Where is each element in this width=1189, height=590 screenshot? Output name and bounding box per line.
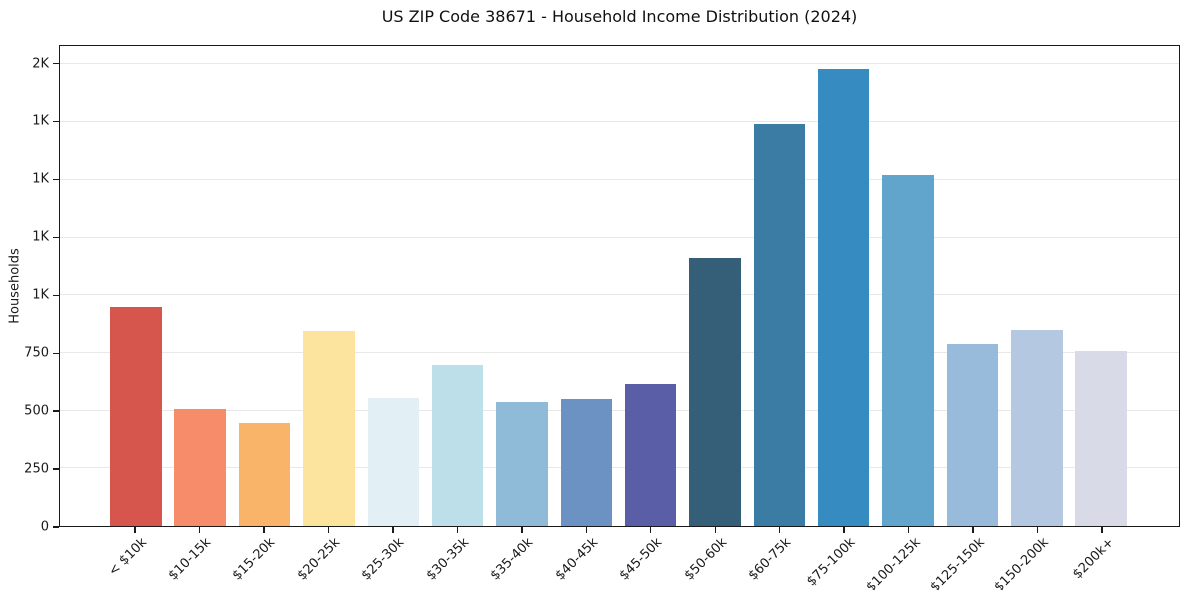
y-tick-mark (53, 468, 59, 470)
x-tick-mark (1036, 527, 1039, 533)
x-tick-mark (650, 527, 652, 533)
y-tick-mark (53, 236, 59, 239)
x-tick-mark (263, 527, 265, 533)
y-tick-mark (53, 62, 59, 65)
x-tick-label: $40-45k (552, 535, 601, 584)
y-tick-label: 750 (24, 345, 49, 361)
x-tick-label: $100-125k (863, 535, 924, 590)
x-tick-mark (972, 527, 974, 533)
bar-$50-60k (689, 258, 741, 526)
gridline (60, 409, 1179, 411)
x-tick-label: $45-50k (616, 535, 666, 584)
y-tick-mark (53, 526, 59, 528)
gridline (60, 467, 1179, 469)
bar-$35-40k (496, 402, 548, 526)
x-tick-mark (714, 527, 716, 533)
bar-$75-100k (818, 69, 870, 526)
y-tick-label: 500 (24, 403, 49, 419)
y-axis-label: Households (7, 248, 23, 324)
gridline (60, 121, 1179, 123)
y-tick-mark (53, 352, 59, 354)
y-tick-label: 2K (32, 56, 49, 72)
gridline (60, 294, 1179, 296)
chart-title: US ZIP Code 38671 - Household Income Dis… (381, 7, 858, 26)
x-tick-mark (198, 527, 201, 533)
bar-$25-30k (367, 398, 419, 526)
y-tick-label: 1K (32, 229, 49, 245)
x-tick-label: < $10k (105, 535, 150, 580)
bar-$100-125k (882, 175, 934, 526)
x-tick-mark (327, 527, 330, 533)
x-tick-mark (907, 527, 910, 533)
bar-< $10k (110, 306, 162, 526)
y-tick-label: 1K (32, 113, 49, 129)
y-tick-label: 250 (24, 461, 49, 477)
bar-$200k+ (1075, 351, 1127, 526)
y-tick-mark (53, 178, 59, 181)
bar-$40-45k (560, 399, 613, 526)
bar-$45-50k (624, 383, 677, 526)
y-tick-label: 1K (32, 287, 49, 303)
bar-$60-75k (753, 124, 806, 526)
x-tick-mark (843, 527, 845, 533)
x-tick-label: $10-15k (165, 535, 215, 584)
x-tick-mark (778, 527, 781, 533)
x-tick-label: $35-40k (487, 535, 537, 584)
y-tick-mark (53, 120, 59, 123)
y-tick-mark (53, 294, 59, 296)
gridline (60, 236, 1179, 238)
y-tick-label: 0 (40, 519, 49, 535)
bar-$15-20k (238, 423, 291, 526)
x-tick-mark (1101, 527, 1103, 533)
x-tick-mark (134, 527, 136, 533)
plot-area (59, 45, 1180, 527)
x-tick-label: $30-35k (423, 535, 472, 584)
x-tick-mark (585, 527, 587, 533)
bar-$30-35k (431, 365, 484, 526)
x-tick-label: $150-200k (991, 535, 1053, 590)
gridline (60, 63, 1179, 65)
y-tick-mark (53, 410, 59, 412)
bar-$20-25k (303, 331, 355, 526)
gridline (60, 351, 1179, 353)
x-tick-label: $25-30k (359, 535, 408, 584)
bar-$125-150k (946, 343, 999, 526)
x-tick-label: $75-100k (804, 535, 859, 590)
y-tick-label: 1K (32, 171, 49, 187)
x-tick-mark (392, 527, 394, 533)
x-tick-label: $15-20k (230, 535, 279, 584)
x-tick-label: $60-75k (745, 535, 795, 584)
x-tick-label: $125-150k (927, 535, 988, 590)
x-tick-label: $50-60k (681, 535, 730, 584)
x-tick-label: $20-25k (294, 535, 344, 584)
x-tick-mark (521, 527, 523, 533)
x-tick-label: $200k+ (1069, 535, 1117, 583)
bar-$150-200k (1011, 330, 1063, 526)
x-tick-mark (456, 527, 459, 533)
bar-$10-15k (174, 408, 226, 526)
gridline (60, 178, 1179, 180)
